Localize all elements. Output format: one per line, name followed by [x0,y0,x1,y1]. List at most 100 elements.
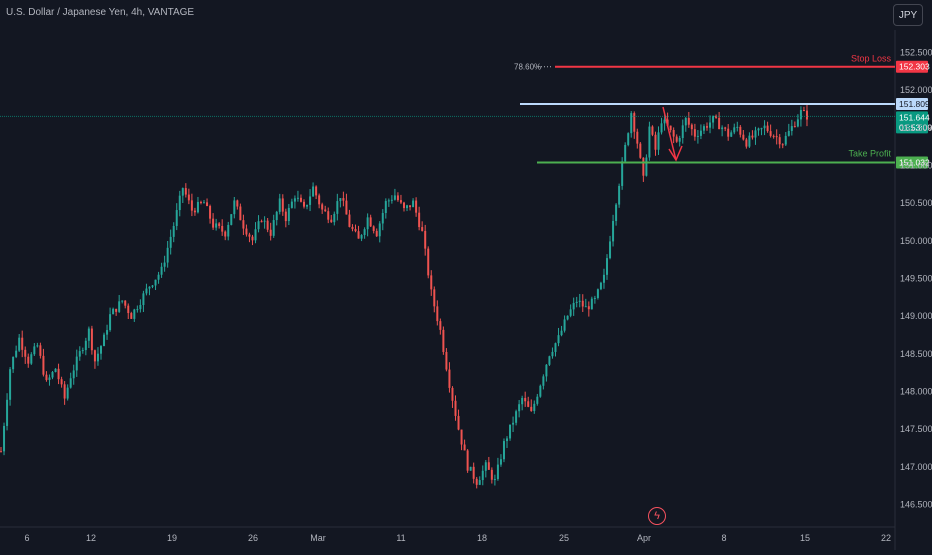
candle-body [242,220,245,229]
currency-button[interactable]: JPY [893,4,923,26]
candle-body [354,229,357,232]
y-tick-label: 151.000 [900,160,932,170]
candle-body [33,346,36,355]
candle-body [578,300,581,302]
candle-body [145,288,148,294]
candle-body [639,143,642,158]
candle-body [281,198,284,212]
candle-body [172,225,175,237]
candle-body [121,300,124,302]
candle-body [166,247,169,263]
candle-body [51,372,54,378]
candle-body [518,404,521,412]
candle-body [290,201,293,208]
take-profit-label: Take Profit [848,149,891,159]
candle-body [587,306,590,310]
candle-body [718,117,721,130]
x-tick-label: 26 [248,533,258,543]
candle-body [124,300,127,306]
candle-body [157,274,160,280]
candle-body [572,302,575,310]
x-tick-label: 22 [881,533,891,543]
candle-body [724,127,727,129]
candle-body [254,229,257,241]
candle-body [687,117,690,125]
x-tick-label: 25 [559,533,569,543]
candle-body [260,221,263,223]
candle-body [460,429,463,445]
candle-body [84,340,87,351]
candle-body [399,200,402,203]
candle-body [406,205,409,209]
candle-body [496,464,499,480]
candle-body [499,459,502,465]
candle-body [642,157,645,176]
candle-body [769,131,772,136]
stop-loss-tag-bg [896,60,928,73]
candle-body [454,400,457,416]
y-tick-label: 148.500 [900,349,932,359]
x-tick-label: 18 [477,533,487,543]
candle-body [457,415,460,430]
candle-body [396,195,399,201]
candle-body [712,115,715,123]
candle-body [599,282,602,290]
lightning-icon[interactable]: ϟ [648,507,666,525]
candle-body [612,220,615,242]
candle-body [439,321,442,330]
candle-body [118,301,121,312]
candle-body [54,368,57,373]
candle-body [236,200,239,207]
y-tick-label: 150.000 [900,236,932,246]
candle-body [796,119,799,127]
candle-body [381,213,384,224]
candle-body [684,117,687,126]
y-tick-label: 147.000 [900,462,932,472]
candle-body [490,469,493,480]
candle-body [99,346,102,354]
candle-body [18,337,21,351]
candle-body [481,470,484,481]
candle-body [766,125,769,132]
candle-body [345,200,348,215]
candle-body [21,337,24,350]
candle-body [802,110,805,112]
candle-body [484,462,487,471]
candle-body [536,396,539,404]
candle-body [596,289,599,298]
candle-body [590,298,593,310]
candle-body [663,119,666,124]
candle-body [193,210,196,213]
candle-body [675,136,678,142]
candle-body [251,236,254,241]
candle-body [9,369,12,400]
candle-body [342,198,345,201]
candle-body [693,129,696,137]
candle-body [412,200,415,208]
candle-body [469,466,472,471]
chart-title: U.S. Dollar / Japanese Yen, 4h, VANTAGE [6,7,195,18]
candle-body [781,144,784,146]
candle-body [602,274,605,283]
candle-body [57,368,60,380]
candle-body [327,211,330,220]
candle-body [527,401,530,407]
candle-body [621,161,624,186]
candle-body [584,306,587,308]
candle-body [448,369,451,388]
candle-body [269,229,272,236]
candle-body [512,422,515,425]
candle-body [609,241,612,259]
x-tick-label: 11 [396,533,405,543]
candle-body [433,289,436,307]
candle-body [112,308,115,315]
candle-body [548,356,551,365]
take-profit-tag-text: 151.032 [899,158,930,168]
candle-body [63,384,66,399]
candle-body [378,223,381,237]
candle-body [357,231,360,239]
candle-body [787,130,790,136]
candle-body [742,134,745,140]
